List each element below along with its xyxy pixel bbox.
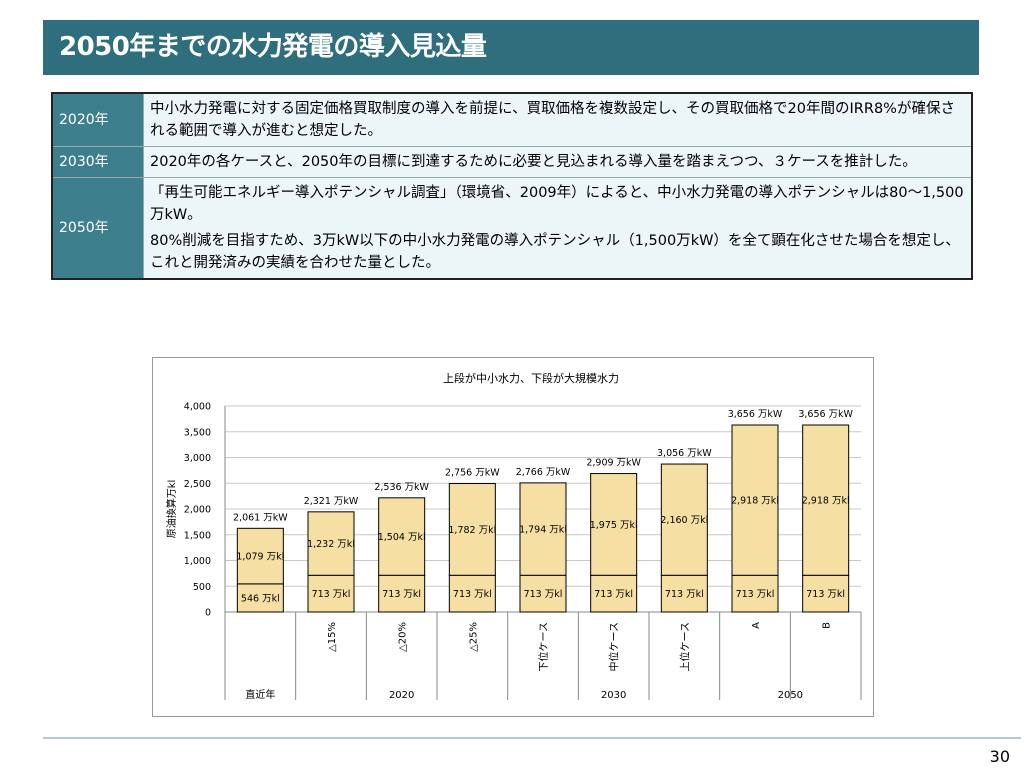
total-value-label: 3,656 万kW [798, 409, 853, 420]
y-tick-label: 1,500 [184, 530, 211, 541]
segment-value-label: 713 万kl [453, 589, 492, 600]
total-value-label: 2,536 万kW [374, 482, 429, 493]
chart-frame: 上段が中小水力、下段が大規模水力 0 500 1,000 1,500 2,000 2,500… [152, 357, 874, 717]
total-value-label: 2,321 万kW [304, 496, 359, 507]
x-group-label: 2020 [389, 690, 414, 701]
segment-value-label: 1,782 万kl [448, 525, 496, 536]
bar-segment [448, 483, 496, 576]
bar-segment [519, 574, 567, 613]
total-value-label: 3,656 万kW [728, 409, 783, 420]
y-tick-label: 4,000 [184, 402, 211, 413]
y-tick-label: 500 [193, 582, 211, 593]
bar-segment [307, 511, 355, 576]
x-category-label: △20% [398, 622, 409, 652]
y-tick-label: 1,000 [184, 556, 211, 567]
bar-segment [448, 574, 496, 613]
segment-value-label: 2,918 万kl [731, 496, 779, 507]
total-value-label: 2,756 万kW [445, 468, 500, 479]
segment-value-label: 1,794 万kl [519, 525, 567, 536]
bar-segment [802, 574, 850, 613]
description-text: 中小水力発電に対する固定価格買取制度の導入を前提に、買取価格を複数設定し、その買… [150, 101, 955, 139]
segment-value-label: 713 万kl [594, 589, 633, 600]
x-category-label: B [822, 622, 833, 629]
segment-value-label: 713 万kl [312, 589, 351, 600]
bar-segment [378, 574, 426, 613]
bar-segment [378, 497, 426, 576]
total-value-label: 2,061 万kW [233, 512, 288, 523]
description-cell: 2020年の各ケースと、2050年の目標に到達するために必要と見込まれる導入量を… [143, 146, 973, 178]
description-text: 80%削減を目指すため、3万kW以下の中小水力発電の導入ポテンシャル（1,500… [150, 233, 960, 271]
x-category-label: 中位ケース [608, 622, 621, 672]
chart-title: 上段が中小水力、下段が大規模水力 [443, 371, 619, 385]
bar-segment [590, 574, 638, 613]
x-category-label: A [751, 622, 762, 629]
segment-value-label: 713 万kl [665, 589, 704, 600]
bar-segment [660, 463, 708, 576]
segment-value-label: 2,160 万kl [660, 515, 708, 526]
year-cell: 2030年 [51, 146, 144, 178]
segment-value-label: 1,079 万kl [236, 552, 284, 563]
segment-value-label: 713 万kl [382, 589, 421, 600]
y-tick-label: 2,500 [184, 479, 211, 490]
y-tick-label: 3,000 [184, 453, 211, 464]
bar-segment [660, 574, 708, 613]
segment-value-label: 546 万kl [241, 593, 280, 604]
segment-value-label: 713 万kl [524, 589, 563, 600]
scenario-table: 2020年 中小水力発電に対する固定価格買取制度の導入を前提に、買取価格を複数設… [51, 92, 973, 280]
page-number: 30 [989, 747, 1010, 766]
x-category-label: △15% [327, 622, 338, 652]
bar-segment [307, 574, 355, 613]
year-cell: 2020年 [51, 92, 144, 147]
bar-segment [236, 527, 284, 585]
x-category-label: 下位ケース [537, 622, 550, 672]
segment-value-label: 2,918 万kl [802, 496, 850, 507]
bar-segment [519, 482, 567, 576]
bar-segment [802, 424, 850, 576]
description-cell: 中小水力発電に対する固定価格買取制度の導入を前提に、買取価格を複数設定し、その買… [143, 92, 973, 147]
description-text: 2020年の各ケースと、2050年の目標に到達するために必要と見込まれる導入量を… [150, 154, 917, 170]
table-row: 2050年 「再生可能エネルギー導入ポテンシャル調査」（環境省、2009年）によ… [51, 177, 973, 280]
total-value-label: 2,766 万kW [516, 467, 571, 478]
total-value-label: 2,909 万kW [586, 458, 641, 469]
year-cell: 2050年 [51, 177, 144, 280]
x-group-label: 直近年 [245, 688, 275, 701]
table-row: 2030年 2020年の各ケースと、2050年の目標に到達するために必要と見込ま… [51, 146, 973, 178]
segment-value-label: 713 万kl [806, 589, 845, 600]
title-bar: 2050年までの水力発電の導入見込量 [43, 20, 979, 75]
description-cell: 「再生可能エネルギー導入ポテンシャル調査」（環境省、2009年）によると、中小水… [143, 177, 973, 280]
segment-value-label: 1,975 万kl [590, 520, 638, 531]
x-category-label: 上位ケース [678, 622, 691, 672]
bar-segment [731, 424, 779, 576]
footer-divider [43, 737, 1021, 739]
total-value-label: 3,056 万kW [657, 448, 712, 459]
segment-value-label: 713 万kl [736, 589, 775, 600]
bar-segment [590, 473, 638, 576]
stacked-bar-chart: 上段が中小水力、下段が大規模水力 0 500 1,000 1,500 2,000 2,500… [165, 371, 862, 701]
table-row: 2020年 中小水力発電に対する固定価格買取制度の導入を前提に、買取価格を複数設… [51, 92, 973, 147]
y-tick-label: 2,000 [184, 505, 211, 516]
y-tick-label: 3,500 [184, 427, 211, 438]
segment-value-label: 1,504 万kl [378, 532, 426, 543]
y-tick-label: 0 [205, 608, 211, 619]
x-group-label: 2030 [601, 690, 626, 701]
x-group-label: 2050 [778, 690, 803, 701]
y-axis-label: 原油換算万kl [165, 480, 178, 539]
slide-title: 2050年までの水力発電の導入見込量 [59, 32, 487, 62]
description-text: 「再生可能エネルギー導入ポテンシャル調査」（環境省、2009年）によると、中小水… [150, 185, 964, 223]
x-category-label: △25% [468, 622, 479, 652]
segment-value-label: 1,232 万kl [307, 539, 355, 550]
